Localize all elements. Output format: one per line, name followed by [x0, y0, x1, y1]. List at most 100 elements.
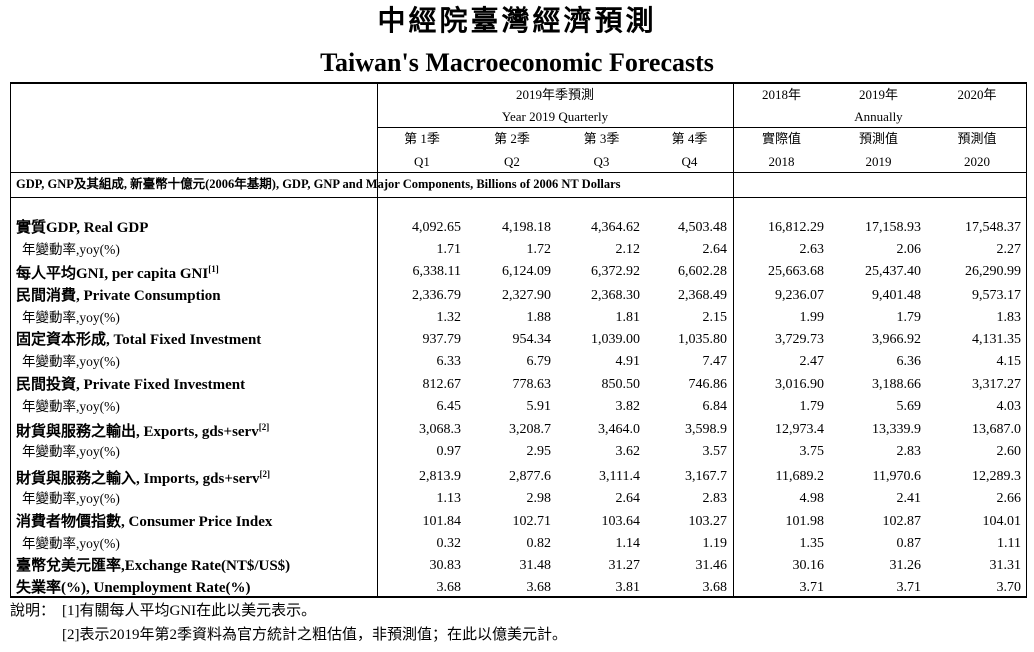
column-year: 2019年: [858, 87, 898, 102]
cell: 25,663.68: [768, 264, 824, 279]
row-sublabel: 年變動率,yoy(%): [22, 491, 120, 506]
cell: 3.71: [799, 580, 825, 595]
cell: 778.63: [512, 377, 552, 392]
cell: 9,573.17: [972, 288, 1021, 303]
rule: [377, 82, 378, 597]
column-header: 第 2季: [494, 131, 530, 146]
cell: 6.33: [436, 354, 462, 369]
column-year: 2018年: [761, 87, 801, 102]
cell: 3.75: [799, 444, 825, 459]
cell: 4,131.35: [972, 332, 1021, 347]
cell: 3.62: [615, 444, 641, 459]
cell: 2.27: [996, 242, 1022, 257]
cell: 1,039.00: [591, 332, 640, 347]
cell: 31.31: [989, 558, 1022, 573]
cell: 2.15: [702, 310, 728, 325]
cell: 4,198.18: [502, 220, 551, 235]
note: [1]有關每人平均GNI在此以美元表示。: [62, 603, 317, 619]
cell: 2,327.90: [502, 288, 551, 303]
cell: 1.99: [799, 310, 825, 325]
cell: 101.98: [785, 514, 825, 529]
cell: 1.79: [799, 399, 825, 414]
cell: 31.46: [695, 558, 728, 573]
cell: 6.36: [896, 354, 922, 369]
cell: 3,016.90: [775, 377, 824, 392]
cell: 1.83: [996, 310, 1022, 325]
cell: 4,092.65: [412, 220, 461, 235]
cell: 1.13: [436, 491, 462, 506]
cell: 3,068.3: [419, 422, 461, 437]
column-header: 實際值: [761, 131, 801, 146]
cell: 6.84: [702, 399, 728, 414]
cell: 2.41: [896, 491, 922, 506]
column-header: 第 3季: [583, 131, 620, 146]
group-header: Year 2019 Quarterly: [501, 109, 609, 124]
cell: 850.50: [601, 377, 641, 392]
cell: 30.16: [792, 558, 825, 573]
cell: 6,372.92: [591, 264, 640, 279]
cell: 9,236.07: [775, 288, 824, 303]
cell: 3,111.4: [599, 469, 640, 484]
cell: 13,339.9: [872, 422, 921, 437]
cell: 2.64: [615, 491, 641, 506]
cell: 3.68: [702, 580, 728, 595]
cell: 1,035.80: [678, 332, 727, 347]
cell: 2.12: [615, 242, 641, 257]
cell: 25,437.40: [865, 264, 921, 279]
cell: 1.88: [526, 310, 552, 325]
cell: 0.32: [436, 536, 462, 551]
footnote-ref: [2]: [259, 469, 271, 479]
cell: 4.03: [996, 399, 1022, 414]
row-label: 民間投資, Private Fixed Investment: [16, 377, 246, 393]
column-header: Q4: [681, 154, 698, 169]
cell: 31.48: [519, 558, 552, 573]
row-sublabel: 年變動率,yoy(%): [22, 399, 120, 414]
cell: 16,812.29: [768, 220, 824, 235]
cell: 12,289.3: [972, 469, 1021, 484]
cell: 2,368.30: [591, 288, 640, 303]
cell: 3,188.66: [872, 377, 921, 392]
cell: 17,158.93: [865, 220, 921, 235]
column-header: Q2: [504, 154, 520, 169]
cell: 1.81: [615, 310, 641, 325]
cell: 5.91: [526, 399, 552, 414]
cell: 13,687.0: [972, 422, 1021, 437]
cell: 0.87: [896, 536, 922, 551]
row-label: 臺幣兌美元匯率,Exchange Rate(NT$/US$): [16, 558, 291, 574]
cell: 26,290.99: [965, 264, 1021, 279]
cell: 6.45: [436, 399, 462, 414]
column-header: 第 4季: [671, 131, 708, 146]
cell: 3,317.27: [972, 377, 1021, 392]
cell: 2.95: [526, 444, 552, 459]
column-header: Q1: [414, 154, 430, 169]
cell: 4.15: [996, 354, 1022, 369]
cell: 4.98: [799, 491, 825, 506]
column-header: 預測值: [858, 131, 898, 146]
cell: 1.35: [799, 536, 825, 551]
column-year: 2020年: [957, 87, 997, 102]
cell: 3,167.7: [685, 469, 727, 484]
cell: 6,602.28: [678, 264, 727, 279]
cell: 102.71: [512, 514, 552, 529]
cell: 103.27: [688, 514, 728, 529]
row-label: 財貨與服務之輸入, Imports, gds+serv[2]: [16, 469, 271, 487]
cell: 4,364.62: [591, 220, 640, 235]
cell: 102.87: [882, 514, 922, 529]
cell: 3.71: [896, 580, 922, 595]
cell: 1.79: [896, 310, 922, 325]
cell: 0.97: [436, 444, 462, 459]
footnote-ref: [2]: [258, 422, 270, 432]
cell: 1.19: [702, 536, 728, 551]
column-header: 第 1季: [404, 131, 440, 146]
cell: 1.14: [615, 536, 641, 551]
row-label: 失業率(%), Unemployment Rate(%): [16, 580, 251, 596]
cell: 2.63: [799, 242, 825, 257]
cell: 6.79: [526, 354, 552, 369]
cell: 11,970.6: [872, 469, 921, 484]
cell: 2,336.79: [412, 288, 461, 303]
cell: 3.70: [996, 580, 1022, 595]
rule: [1026, 82, 1027, 597]
cell: 31.26: [889, 558, 922, 573]
cell: 7.47: [702, 354, 728, 369]
row-sublabel: 年變動率,yoy(%): [22, 354, 120, 369]
